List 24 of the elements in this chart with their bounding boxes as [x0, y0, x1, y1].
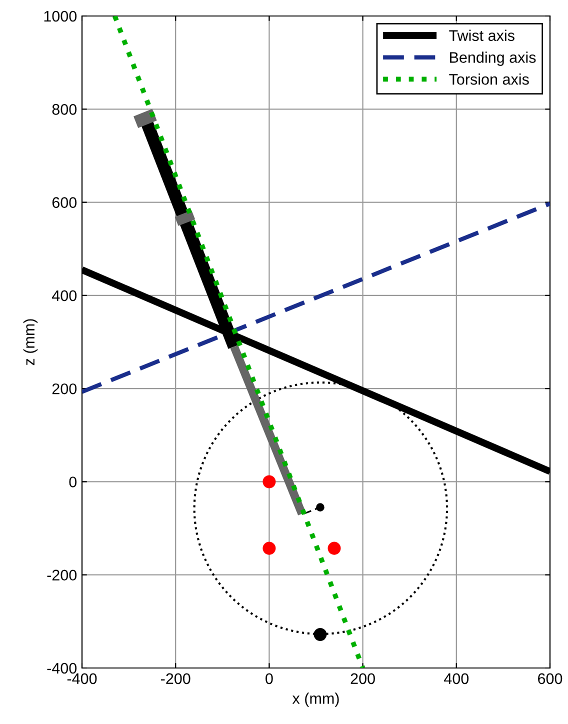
x-tick-label: -200	[160, 673, 190, 684]
y-tick-label: 400	[52, 290, 77, 302]
y-tick-label: -400	[47, 662, 77, 674]
point	[262, 475, 276, 488]
x-tick-label: 400	[444, 673, 469, 684]
x-tick-label: 0	[266, 673, 273, 684]
y-tick-label: 600	[52, 197, 77, 208]
point	[328, 542, 341, 555]
x-axis-title: x (mm)	[292, 692, 339, 707]
y-tick-label: 800	[52, 104, 77, 115]
point	[262, 542, 276, 555]
y-axis-title: z (mm)	[23, 319, 38, 366]
y-tick-label: 200	[52, 383, 77, 394]
x-tick-label: -400	[67, 673, 97, 684]
legend-label: Torsion axis	[449, 74, 529, 85]
y-tick-label: 1000	[44, 10, 77, 22]
point	[314, 628, 327, 641]
x-tick-label: 600	[538, 673, 562, 684]
point	[316, 503, 324, 512]
legend-label: Twist axis	[449, 30, 514, 41]
legend-label: Bending axis	[450, 52, 536, 66]
x-tick-label: 200	[350, 673, 375, 684]
y-tick-label: 0	[69, 476, 77, 488]
y-tick-label: -200	[47, 570, 77, 581]
